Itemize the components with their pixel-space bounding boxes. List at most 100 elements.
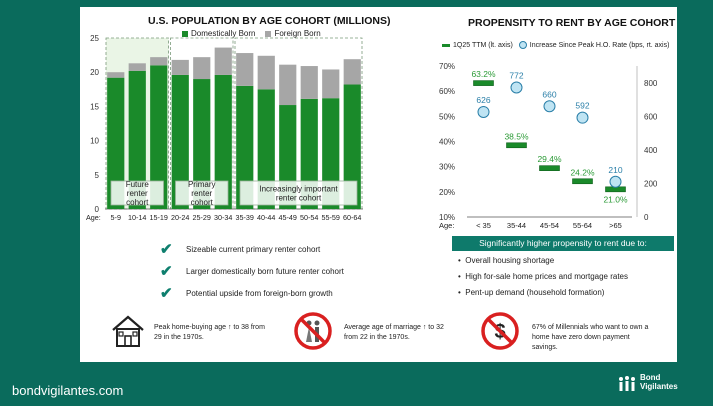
- slide: U.S. POPULATION BY AGE COHORT (MILLIONS)…: [80, 7, 677, 362]
- ttm-marker-2: [539, 165, 560, 171]
- bullet-item-3: • Pent-up demand (household formation): [458, 288, 605, 297]
- left-tick-label: 20%: [439, 188, 455, 197]
- rent-drivers-banner: Significantly higher propensity to rent …: [452, 236, 674, 251]
- cohort-label-box: [110, 180, 164, 206]
- x-tick-label: 25-29: [193, 213, 211, 222]
- x-tick-label: 50-54: [300, 213, 318, 222]
- footer-url[interactable]: bondvigilantes.com: [12, 383, 124, 398]
- bar-domestic-10-14: [128, 70, 146, 209]
- left-chart-legend: Domestically Born Foreign Born: [182, 29, 321, 38]
- check-item-label: Larger domestically born future renter c…: [186, 266, 344, 276]
- bar-domestic-25-29: [193, 79, 211, 209]
- bar-foreign-60-64: [343, 59, 361, 85]
- y-tick-label: 20: [90, 68, 99, 77]
- x-tick-label: 10-14: [128, 213, 146, 222]
- ttm-data-label: 63.2%: [471, 69, 496, 79]
- x-tick-label: >65: [609, 221, 622, 230]
- bar-domestic-35-39: [236, 85, 254, 209]
- bar-foreign-30-34: [214, 47, 232, 75]
- x-tick-label: 15-19: [150, 213, 168, 222]
- y-tick-label: 10: [90, 137, 99, 146]
- legend-domestic-label: Domestically Born: [191, 29, 256, 38]
- ttm-marker-0: [473, 80, 494, 86]
- x-tick-label: 35-44: [507, 221, 526, 230]
- ttm-data-label: 24.2%: [570, 167, 595, 177]
- propensity-chart: 10% 20% 30% 40% 50% 60% 70% 0 200 400 600 800 63.2% 6…: [439, 62, 658, 230]
- x-tick-label: 20-24: [171, 213, 189, 222]
- left-chart-title: U.S. POPULATION BY AGE COHORT (MILLIONS): [148, 15, 391, 27]
- bar-domestic-30-34: [214, 74, 232, 209]
- bar-foreign-10-14: [128, 63, 146, 71]
- bullet-item-2: • High for-sale home prices and mortgage…: [458, 272, 628, 281]
- check-icon: ✔: [160, 241, 173, 258]
- ttm-data-label: 29.4%: [537, 154, 562, 164]
- house-icon: [112, 315, 144, 347]
- fact-marriage-age: Average age of marriage ↑ to 32 from 22 …: [344, 324, 444, 341]
- cohort-label: Future renter cohort: [126, 180, 150, 207]
- left-tick-label: 60%: [439, 87, 455, 96]
- y-tick-label: 15: [90, 102, 99, 111]
- cohort-label-box: [175, 180, 229, 206]
- bar-foreign-25-29: [193, 57, 211, 80]
- bar-foreign-35-39: [236, 53, 254, 86]
- ttm-data-label: 21.0%: [603, 194, 628, 204]
- right-chart-legend: 1Q25 TTM (lt. axis) Increase Since Peak …: [442, 41, 669, 49]
- bar-foreign-15-19: [150, 57, 168, 66]
- right-tick-label: 600: [644, 112, 658, 121]
- right-tick-label: 400: [644, 146, 658, 155]
- check-item-label: Sizeable current primary renter cohort: [186, 244, 321, 254]
- fact-millennial-savings: 67% of Millennials who want to own a hom…: [532, 324, 649, 351]
- right-chart-title: PROPENSITY TO RENT BY AGE COHORT: [468, 17, 676, 29]
- check-item-3: ✔ Potential upside from foreign-born gro…: [160, 284, 333, 302]
- bar-foreign-5-9: [107, 72, 125, 78]
- bar-foreign-40-44: [257, 55, 275, 90]
- legend-increase-label: Increase Since Peak H.O. Rate (bps, rt. …: [529, 41, 670, 49]
- x-tick-label: 60-64: [343, 213, 361, 222]
- ttm-marker-1: [506, 142, 527, 149]
- bps-bubble-3: [576, 111, 589, 124]
- left-tick-label: 30%: [439, 163, 455, 172]
- bar-domestic-15-19: [150, 65, 168, 209]
- legend-ttm-label: 1Q25 TTM (lt. axis): [453, 41, 513, 49]
- ttm-marker-3: [572, 178, 593, 185]
- cohort-group-box: [234, 37, 363, 210]
- bar-domestic-40-44: [257, 89, 275, 209]
- bps-data-label: 772: [509, 70, 523, 80]
- brand-line-2: Vigilantes: [640, 382, 678, 391]
- x-tick-label: 5-9: [111, 213, 121, 222]
- x-tick-label: < 35: [476, 221, 491, 230]
- bullet-item-1: • Overall housing shortage: [458, 256, 555, 265]
- bps-data-label: 210: [608, 165, 622, 175]
- bar-domestic-5-9: [107, 77, 125, 209]
- legend-foreign-label: Foreign Born: [274, 29, 321, 38]
- x-tick-label: 45-49: [279, 213, 297, 222]
- bps-data-label: 660: [542, 89, 556, 99]
- right-tick-label: 800: [644, 79, 658, 88]
- bar-foreign-50-54: [300, 66, 318, 99]
- left-tick-label: 10%: [439, 213, 455, 222]
- x-tick-label: 55-59: [322, 213, 340, 222]
- bond-vigilantes-logo-icon: [619, 376, 635, 391]
- x-tick-label: 45-54: [540, 221, 559, 230]
- age-axis-label: Age:: [86, 213, 101, 222]
- bullet-text: High for-sale home prices and mortgage r…: [465, 272, 628, 281]
- left-tick-label: 50%: [439, 112, 455, 121]
- y-tick-label: 25: [90, 34, 99, 43]
- right-tick-label: 200: [644, 179, 658, 188]
- ttm-legend-marker: [442, 43, 450, 47]
- check-icon: ✔: [160, 263, 173, 280]
- cohort-label-box: [239, 180, 358, 206]
- bar-domestic-20-24: [171, 74, 189, 209]
- bps-bubble-0: [477, 105, 490, 118]
- bps-data-label: 592: [575, 101, 589, 111]
- x-tick-label: 40-44: [257, 213, 275, 222]
- check-item-label: Potential upside from foreign-born growt…: [186, 288, 333, 298]
- population-chart: 0 5 10 15 20 25 5-9 10-14 15-19 20-24 25-29 30-34 35…: [86, 34, 363, 222]
- brand-name: Bond Vigilantes: [640, 373, 678, 391]
- no-marriage-icon: [294, 312, 332, 350]
- bar-foreign-55-59: [322, 69, 340, 99]
- bar-foreign-45-49: [279, 64, 297, 106]
- y-tick-label: 0: [95, 205, 100, 214]
- left-tick-label: 70%: [439, 62, 455, 71]
- bar-foreign-20-24: [171, 59, 189, 75]
